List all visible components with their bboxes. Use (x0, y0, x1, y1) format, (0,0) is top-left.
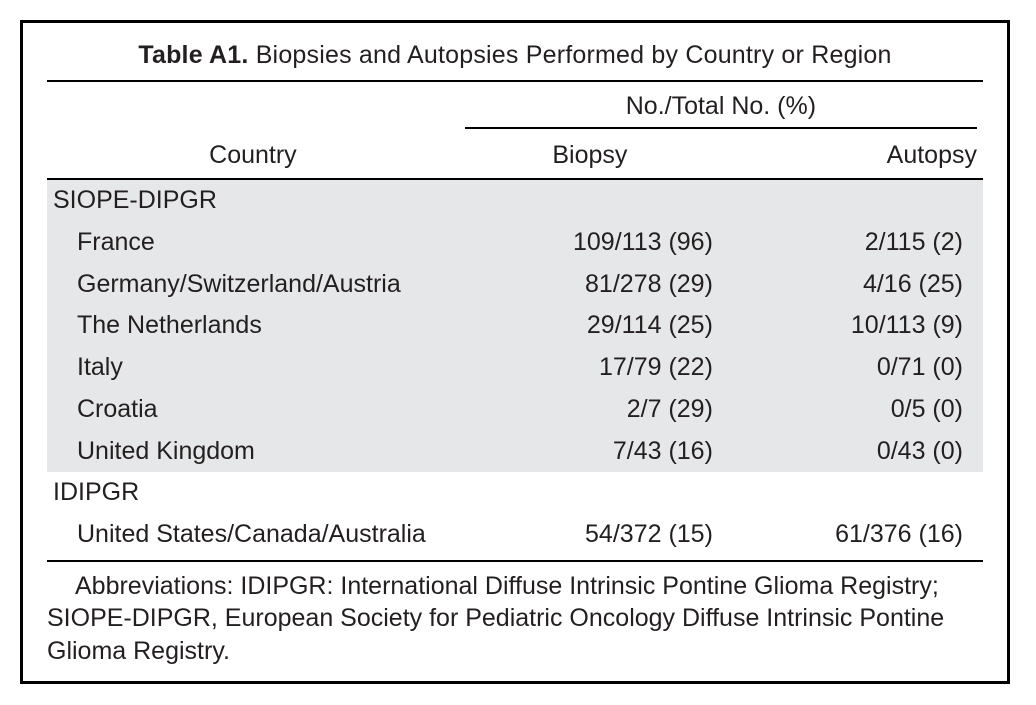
table-frame: Table A1. Biopsies and Autopsies Perform… (20, 20, 1010, 684)
cell-country: SIOPE-DIPGR (47, 179, 459, 222)
cell-autopsy: 0/5 (0) (721, 389, 983, 431)
table-caption: Biopsies and Autopsies Performed by Coun… (256, 41, 892, 69)
table-column-header-row: Country Biopsy Autopsy (47, 135, 983, 179)
cell-autopsy: 10/113 (9) (721, 305, 983, 347)
cell-autopsy: 0/71 (0) (721, 347, 983, 389)
data-table: No./Total No. (%) Country Biopsy Autopsy… (47, 82, 983, 562)
header-autopsy: Autopsy (721, 135, 983, 179)
cell-country: France (47, 222, 459, 264)
table-row: United Kingdom7/43 (16)0/43 (0) (47, 431, 983, 473)
cell-country: Germany/Switzerland/Austria (47, 264, 459, 306)
table-row: Croatia2/7 (29)0/5 (0) (47, 389, 983, 431)
table-row: SIOPE-DIPGR (47, 179, 983, 222)
cell-country: Croatia (47, 389, 459, 431)
cell-biopsy: 109/113 (96) (459, 222, 721, 264)
table-row: United States/Canada/Australia54/372 (15… (47, 514, 983, 561)
cell-biopsy: 2/7 (29) (459, 389, 721, 431)
cell-country: United States/Canada/Australia (47, 514, 459, 561)
cell-country: The Netherlands (47, 305, 459, 347)
cell-biopsy (459, 472, 721, 514)
table-label: Table A1. (138, 41, 248, 69)
table-footnote: Abbreviations: IDIPGR: International Dif… (47, 562, 983, 668)
table-row: Germany/Switzerland/Austria81/278 (29)4/… (47, 264, 983, 306)
table-row: The Netherlands29/114 (25)10/113 (9) (47, 305, 983, 347)
cell-biopsy: 29/114 (25) (459, 305, 721, 347)
cell-biopsy: 17/79 (22) (459, 347, 721, 389)
cell-autopsy (721, 179, 983, 222)
table-superheader-row: No./Total No. (%) (47, 82, 983, 135)
cell-biopsy: 81/278 (29) (459, 264, 721, 306)
cell-autopsy: 4/16 (25) (721, 264, 983, 306)
cell-autopsy (721, 472, 983, 514)
table-row: Italy17/79 (22)0/71 (0) (47, 347, 983, 389)
table-title: Table A1. Biopsies and Autopsies Perform… (47, 41, 983, 82)
table-row: IDIPGR (47, 472, 983, 514)
cell-biopsy: 54/372 (15) (459, 514, 721, 561)
cell-autopsy: 61/376 (16) (721, 514, 983, 561)
header-biopsy: Biopsy (459, 135, 721, 179)
cell-biopsy: 7/43 (16) (459, 431, 721, 473)
header-spanner-cell: No./Total No. (%) (459, 82, 983, 135)
cell-biopsy (459, 179, 721, 222)
cell-autopsy: 2/115 (2) (721, 222, 983, 264)
header-country: Country (47, 135, 459, 179)
table-head: No./Total No. (%) Country Biopsy Autopsy (47, 82, 983, 179)
header-spanner: No./Total No. (%) (465, 92, 977, 129)
header-spacer (47, 82, 459, 135)
cell-autopsy: 0/43 (0) (721, 431, 983, 473)
cell-country: United Kingdom (47, 431, 459, 473)
cell-country: Italy (47, 347, 459, 389)
table-body: SIOPE-DIPGRFrance109/113 (96)2/115 (2)Ge… (47, 179, 983, 561)
cell-country: IDIPGR (47, 472, 459, 514)
table-row: France109/113 (96)2/115 (2) (47, 222, 983, 264)
